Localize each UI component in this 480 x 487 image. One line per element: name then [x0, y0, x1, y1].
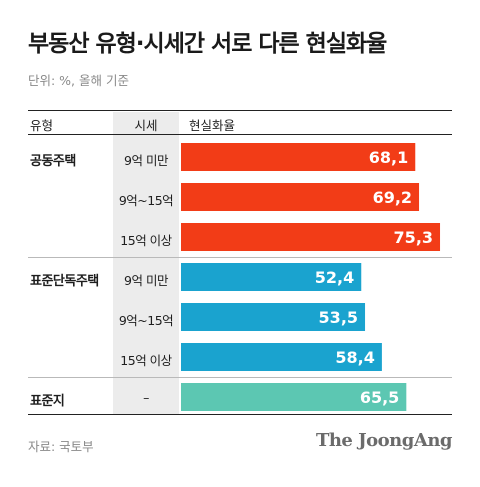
bar-value-label: 68,1 [369, 148, 408, 167]
bar-value-label: 52,4 [315, 268, 354, 287]
price-label: 9억~15억 [118, 313, 174, 328]
header-price: 시세 [134, 118, 158, 133]
bar-value-label: 69,2 [373, 188, 412, 207]
price-label: 9억 미만 [124, 153, 168, 168]
price-label: 9억~15억 [118, 193, 174, 208]
bar-value-label: 75,3 [394, 228, 433, 247]
chart-title: 부동산 유형·시세간 서로 다른 현실화율 [28, 31, 387, 57]
header-type: 유형 [30, 118, 54, 133]
price-label: 15억 이상 [120, 353, 172, 368]
table-bottom-rule [28, 414, 452, 415]
price-label: 9억 미만 [124, 273, 168, 288]
brand-logo: The JoongAng [315, 430, 453, 451]
bar [181, 343, 382, 371]
header-top-rule [28, 110, 452, 111]
source-note: 자료: 국토부 [28, 439, 94, 454]
bar [181, 383, 407, 411]
bar-value-label: 53,5 [319, 308, 358, 327]
price-label: 15억 이상 [120, 233, 172, 248]
bar-value-label: 58,4 [335, 348, 374, 367]
bar-value-label: 65,5 [360, 388, 399, 407]
bar [181, 263, 362, 291]
unit-note: 단위: %, 올해 기준 [28, 73, 129, 88]
header-rate: 현실화율 [189, 118, 236, 133]
price-label: – [143, 390, 149, 405]
group-separator [28, 257, 452, 258]
group-label: 표준단독주택 [30, 274, 99, 289]
bar [181, 303, 366, 331]
price-column-shade [113, 112, 179, 414]
header-bottom-rule [28, 134, 452, 135]
group-label: 표준지 [30, 394, 65, 409]
group-label: 공동주택 [30, 154, 76, 169]
group-separator [28, 377, 452, 378]
bar [181, 183, 420, 211]
bar [181, 143, 416, 171]
bar [181, 223, 441, 251]
